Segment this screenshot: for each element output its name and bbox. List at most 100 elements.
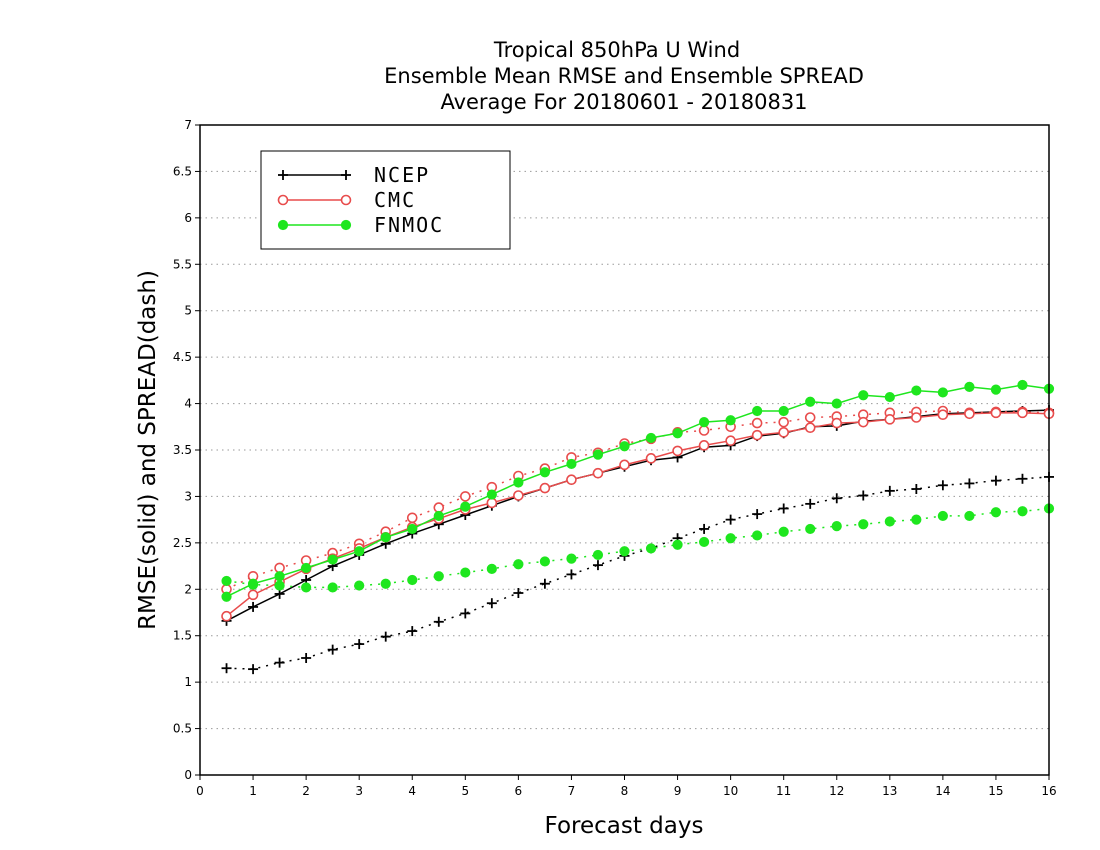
fnmoc-spread-point bbox=[592, 549, 604, 561]
cmc-spread-point bbox=[804, 412, 816, 423]
cmc-rmse-point bbox=[911, 412, 922, 423]
cmc-spread-point bbox=[406, 512, 418, 524]
legend-marker-fnmoc bbox=[340, 219, 352, 231]
cmc-rmse-point bbox=[566, 474, 577, 486]
y-tick-label: 2.5 bbox=[173, 536, 192, 550]
fnmoc-rmse-point bbox=[937, 387, 948, 398]
x-tick-label: 11 bbox=[776, 784, 791, 798]
x-tick-label: 2 bbox=[302, 784, 310, 798]
ncep-spread-point bbox=[805, 498, 816, 509]
fnmoc-rmse-point bbox=[990, 384, 1002, 395]
cmc-rmse-point bbox=[486, 497, 498, 509]
x-tick-label: 4 bbox=[408, 784, 416, 798]
cmc-rmse-point bbox=[751, 429, 763, 441]
cmc-spread-point bbox=[460, 491, 471, 502]
fnmoc-spread-point bbox=[566, 553, 577, 564]
ncep-spread-point bbox=[354, 639, 365, 650]
x-tick-label: 15 bbox=[988, 784, 1003, 798]
fnmoc-rmse-point bbox=[1017, 379, 1028, 391]
cmc-rmse-point bbox=[964, 408, 975, 420]
legend-marker-ncep bbox=[341, 170, 351, 180]
cmc-rmse-point bbox=[247, 589, 259, 601]
fnmoc-rmse-point bbox=[433, 510, 444, 522]
fnmoc-rmse-point bbox=[645, 432, 657, 444]
ncep-spread-point bbox=[407, 626, 418, 637]
fnmoc-spread-point bbox=[964, 510, 975, 522]
cmc-rmse-point bbox=[645, 453, 657, 464]
cmc-spread-point bbox=[778, 416, 789, 428]
legend-label-ncep: NCEP bbox=[374, 163, 430, 187]
fnmoc-rmse-point bbox=[831, 398, 842, 409]
ncep-spread-point bbox=[460, 608, 471, 619]
cmc-rmse-point bbox=[672, 445, 683, 457]
fnmoc-spread-point bbox=[752, 530, 763, 541]
fnmoc-rmse-point bbox=[354, 546, 365, 557]
fnmoc-spread-line bbox=[226, 507, 1050, 589]
fnmoc-rmse-point bbox=[884, 391, 895, 403]
ncep-spread-line bbox=[226, 476, 1050, 670]
legend-marker-ncep bbox=[278, 170, 288, 180]
fnmoc-spread-point bbox=[274, 580, 285, 591]
fnmoc-rmse-point bbox=[752, 405, 763, 417]
series-lines bbox=[221, 379, 1055, 675]
ncep-spread-point bbox=[221, 663, 232, 674]
ncep-spread-point bbox=[937, 480, 948, 491]
fnmoc-spread-point bbox=[539, 556, 551, 567]
x-tick-label: 13 bbox=[882, 784, 897, 798]
cmc-rmse-point bbox=[778, 427, 789, 438]
y-tick-label: 1 bbox=[184, 675, 192, 689]
ncep-spread-point bbox=[990, 475, 1001, 486]
x-tick-label: 7 bbox=[568, 784, 576, 798]
fnmoc-spread-point bbox=[698, 536, 710, 548]
fnmoc-spread-point bbox=[937, 510, 948, 522]
legend-marker-cmc bbox=[277, 194, 289, 206]
y-tick-label: 4 bbox=[184, 397, 192, 411]
fnmoc-spread-point bbox=[725, 533, 736, 544]
chart-title-line-2: Ensemble Mean RMSE and Ensemble SPREAD bbox=[384, 64, 864, 88]
fnmoc-spread-point bbox=[354, 580, 365, 591]
fnmoc-spread-point bbox=[1017, 506, 1028, 517]
fnmoc-spread-point bbox=[990, 507, 1002, 518]
x-tick-label: 3 bbox=[355, 784, 363, 798]
x-tick-label: 14 bbox=[935, 784, 950, 798]
ncep-rmse-point bbox=[248, 601, 259, 612]
ncep-spread-point bbox=[858, 490, 869, 501]
fnmoc-spread-point bbox=[884, 516, 895, 527]
ncep-spread-point bbox=[274, 657, 285, 668]
y-tick-label: 6 bbox=[184, 211, 192, 225]
y-tick-label: 4.5 bbox=[173, 350, 192, 364]
ncep-spread-point bbox=[513, 588, 524, 598]
cmc-rmse-point bbox=[831, 417, 843, 429]
fnmoc-rmse-point bbox=[274, 571, 285, 582]
axis-ticks: 00.511.522.533.544.555.566.570 1 2 3 4 5 6 7 8 9 1… bbox=[173, 118, 1057, 798]
fnmoc-rmse-point bbox=[566, 458, 577, 470]
fnmoc-rmse-point bbox=[672, 428, 683, 439]
cmc-rmse-point bbox=[990, 407, 1002, 419]
ncep-spread-point bbox=[592, 560, 603, 571]
fnmoc-rmse-point bbox=[301, 562, 312, 574]
y-tick-label: 3.5 bbox=[173, 443, 192, 457]
x-tick-label: 5 bbox=[461, 784, 469, 798]
ncep-spread-point bbox=[248, 664, 259, 675]
cmc-spread-point bbox=[698, 425, 710, 436]
fnmoc-spread-point bbox=[301, 582, 312, 593]
ncep-spread-point bbox=[301, 653, 312, 663]
x-tick-label: 8 bbox=[621, 784, 629, 798]
ncep-spread-point bbox=[699, 523, 710, 534]
cmc-spread-point bbox=[274, 562, 285, 574]
ncep-spread-point bbox=[752, 509, 763, 520]
cmc-spread-point bbox=[751, 417, 763, 429]
x-tick-label: 1 bbox=[249, 784, 257, 798]
legend-marker-cmc bbox=[340, 194, 352, 206]
fnmoc-spread-point bbox=[486, 563, 497, 574]
fnmoc-spread-point bbox=[460, 567, 471, 578]
fnmoc-rmse-point bbox=[778, 405, 789, 417]
ncep-spread-point bbox=[433, 616, 444, 627]
fnmoc-rmse-point bbox=[247, 578, 259, 589]
cmc-spread-point bbox=[433, 502, 445, 513]
legend-label-cmc: CMC bbox=[374, 188, 416, 212]
fnmoc-spread-point bbox=[327, 582, 338, 593]
fnmoc-spread-point bbox=[513, 559, 524, 570]
